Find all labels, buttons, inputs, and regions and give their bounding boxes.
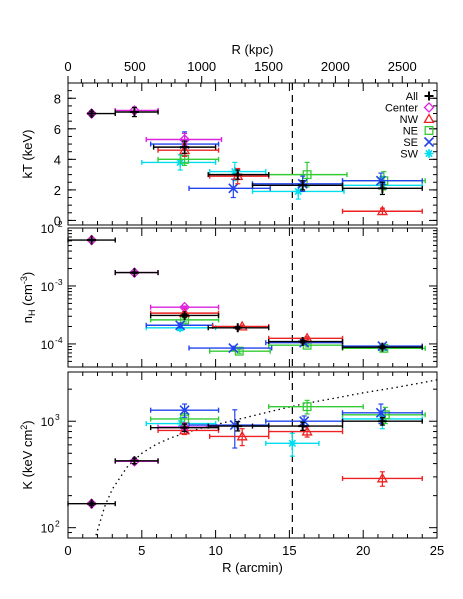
point-all-marker: [298, 337, 308, 347]
y-axis-label: K (keV cm2): [19, 420, 35, 489]
y-axis-label-subscript: H: [27, 309, 37, 316]
model-curve: [95, 379, 438, 536]
top-tick-label: 2000: [321, 59, 350, 74]
point-ne-marker: [302, 170, 312, 180]
point-se-marker: [179, 405, 190, 416]
y-tick-label: 0: [54, 213, 61, 228]
y-axis-label-close: ): [20, 272, 35, 276]
point-se-marker: [228, 342, 239, 354]
x-axis-label: R (arcmin): [222, 560, 283, 575]
point-all-marker: [87, 109, 97, 119]
point-sw-marker: [287, 438, 297, 448]
y-axis-label-close: ): [20, 420, 35, 424]
point-all-marker: [180, 142, 190, 152]
point-nw-marker: [376, 205, 389, 216]
top-tick-label: 0: [64, 59, 71, 74]
panel-1-frame: [67, 82, 438, 226]
point-all-marker: [180, 423, 190, 433]
y-tick-label: 10: [41, 522, 55, 536]
panel-2-data: [67, 234, 426, 356]
x-tick-label: 5: [138, 543, 145, 558]
point-se-marker: [228, 183, 239, 194]
point-all-marker: [129, 456, 139, 466]
y-tick-exponent: -4: [55, 335, 63, 345]
point-sw-marker: [230, 167, 240, 177]
legend-label-ne: NE: [403, 126, 418, 138]
point-all-marker: [87, 235, 97, 245]
top-tick-label: 1000: [187, 59, 216, 74]
y-tick-label: 10: [41, 222, 55, 236]
legend-marker-se: [423, 136, 435, 148]
point-all-marker: [377, 342, 387, 352]
legend-marker-sw: [424, 149, 434, 158]
y-tick-exponent: 2: [55, 519, 60, 529]
point-all-marker: [233, 421, 243, 431]
point-nw-marker: [376, 472, 389, 483]
legend-label-center: Center: [385, 103, 418, 115]
point-all-marker: [87, 499, 97, 509]
y-tick-exponent: -2: [55, 219, 63, 229]
legend-label-sw: SW: [400, 149, 418, 161]
x-tick-label: 15: [282, 543, 296, 558]
legend-marker-nw: [423, 113, 435, 124]
x-tick-label: 0: [64, 543, 71, 558]
y-tick-label: 6: [54, 122, 61, 137]
point-all-marker: [298, 180, 308, 190]
point-ne-marker: [302, 402, 312, 412]
y-tick-label: 10: [41, 280, 55, 294]
panel-1-data: [86, 105, 426, 216]
y-axis-label-unit: (cm: [20, 284, 35, 309]
y-tick-label: 8: [54, 91, 61, 106]
panel-3-frame: [67, 371, 438, 539]
point-se-marker: [299, 416, 310, 427]
legend-marker-ne: [424, 126, 434, 135]
panel-2-frame: [67, 227, 438, 368]
point-all-marker: [129, 107, 139, 117]
y-tick-exponent: 3: [55, 412, 60, 422]
legend-label-all: All: [406, 91, 418, 103]
top-tick-label: 500: [124, 59, 146, 74]
top-tick-label: 1500: [254, 59, 283, 74]
point-se-marker: [375, 175, 386, 186]
point-all-marker: [129, 268, 139, 278]
top-axis-label: R (kpc): [232, 42, 274, 57]
legend-label-nw: NW: [400, 114, 419, 126]
y-axis-label: nH (cm-3): [19, 272, 37, 323]
point-all-marker: [233, 170, 243, 180]
point-sw-marker: [293, 186, 303, 196]
top-tick-label: 2500: [388, 59, 417, 74]
legend-label-se: SE: [403, 137, 418, 149]
panel-3-data: [67, 379, 438, 536]
y-tick-label: 2: [54, 183, 61, 198]
y-axis-label-main: K (keV cm: [20, 430, 35, 490]
point-se-marker: [375, 407, 386, 418]
y-tick-label: 10: [41, 338, 55, 352]
point-all-marker: [377, 416, 387, 426]
point-all-marker: [233, 323, 243, 333]
point-ne-marker: [380, 410, 390, 420]
x-tick-label: 10: [208, 543, 222, 558]
y-tick-label: 10: [41, 415, 55, 429]
y-axis-label-main: n: [20, 316, 35, 323]
point-all-marker: [180, 310, 190, 320]
point-se-marker: [175, 320, 186, 331]
point-center-marker: [86, 108, 98, 119]
x-tick-label: 25: [430, 543, 444, 558]
y-tick-exponent: -3: [55, 277, 63, 287]
point-sw-marker: [177, 419, 187, 429]
point-all-marker: [377, 183, 387, 193]
y-axis-label-exponent: 2: [19, 425, 29, 430]
y-axis-label-exponent: -3: [19, 276, 29, 284]
point-nw-marker: [236, 430, 248, 441]
point-all-marker: [298, 421, 308, 431]
y-tick-label: 4: [54, 152, 61, 167]
legend-marker-center: [423, 102, 435, 113]
y-axis-label: kT (keV): [20, 130, 35, 179]
x-tick-label: 20: [356, 543, 370, 558]
legend-marker-all: [424, 91, 434, 101]
